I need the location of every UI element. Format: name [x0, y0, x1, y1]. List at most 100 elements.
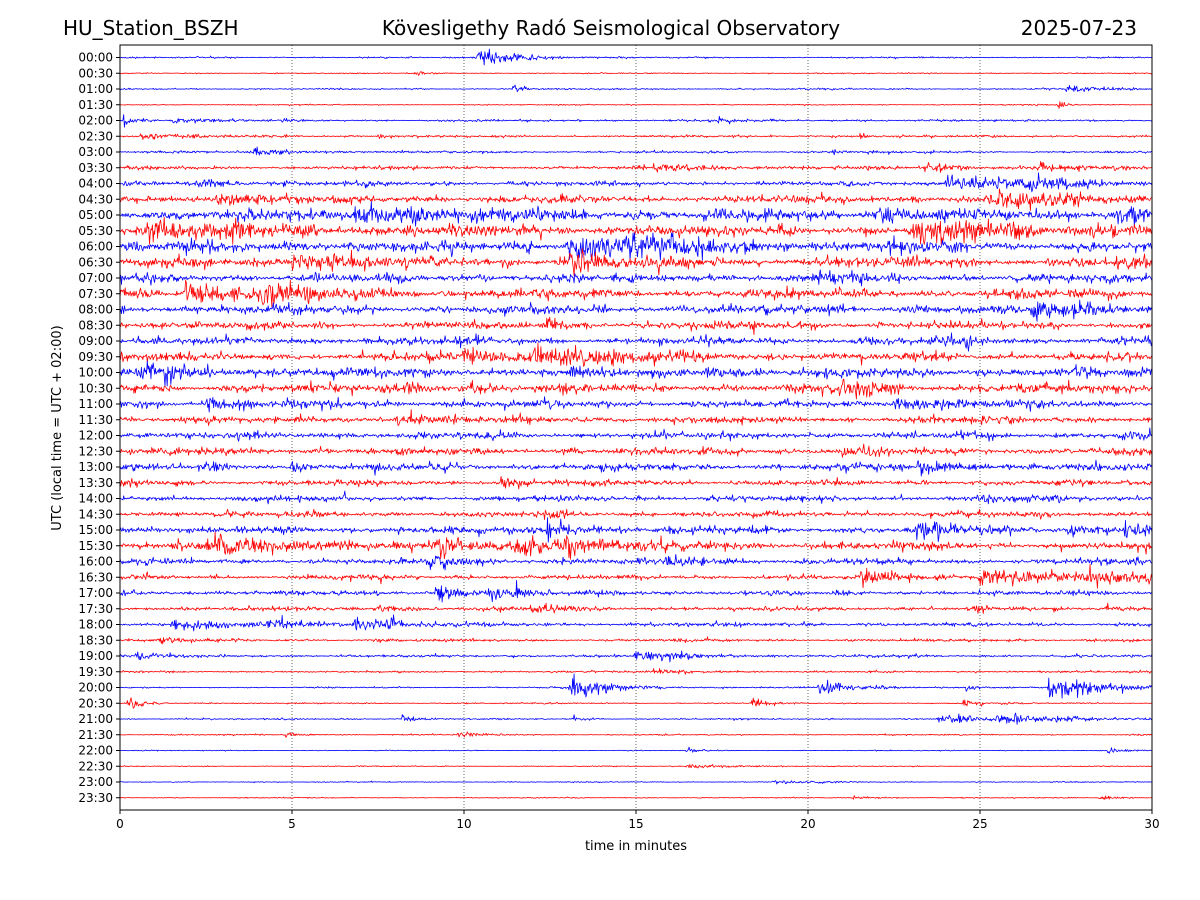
trace-1200 — [119, 427, 1153, 442]
trace-1930 — [119, 668, 1153, 675]
trace-1700 — [119, 580, 1153, 603]
y-tick-label: 11:00 — [78, 397, 113, 411]
y-tick-label: 07:00 — [78, 271, 113, 285]
trace-2230 — [119, 764, 1153, 769]
y-tick-label: 23:00 — [78, 775, 113, 789]
y-tick-label: 00:30 — [78, 66, 113, 80]
trace-group — [119, 48, 1153, 800]
trace-2130 — [119, 731, 1153, 738]
trace-1500 — [119, 517, 1153, 543]
y-tick-label: 04:30 — [78, 192, 113, 206]
y-tick-label: 12:30 — [78, 444, 113, 458]
trace-2000 — [119, 673, 1153, 699]
y-tick-label: 15:30 — [78, 539, 113, 553]
y-tick-label: 20:30 — [78, 696, 113, 710]
trace-2100 — [119, 712, 1153, 725]
x-tick-label: 10 — [456, 817, 471, 831]
y-tick-label: 10:30 — [78, 381, 113, 395]
trace-2200 — [119, 746, 1153, 754]
trace-0030 — [119, 71, 1153, 76]
y-tick-label: 07:30 — [78, 287, 113, 301]
x-tick-label: 20 — [800, 817, 815, 831]
trace-1530 — [119, 531, 1153, 560]
y-tick-label: 12:00 — [78, 429, 113, 443]
trace-1100 — [119, 396, 1153, 413]
y-tick-label: 05:30 — [78, 224, 113, 238]
trace-0800 — [119, 299, 1153, 322]
y-tick-label: 09:30 — [78, 350, 113, 364]
y-tick-label: 13:00 — [78, 460, 113, 474]
y-tick-label: 01:00 — [78, 82, 113, 96]
y-tick-label: 16:00 — [78, 555, 113, 569]
x-tick-label: 25 — [972, 817, 987, 831]
y-axis-label: UTC (local time = UTC + 02:00) — [50, 325, 65, 530]
y-tick-label: 14:30 — [78, 507, 113, 521]
trace-0230 — [119, 132, 1153, 140]
x-tick-label: 15 — [628, 817, 643, 831]
trace-1330 — [119, 476, 1153, 490]
y-tick-label: 19:30 — [78, 665, 113, 679]
y-tick-label: 15:00 — [78, 523, 113, 537]
y-tick-label: 22:30 — [78, 759, 113, 773]
chart-title: Kövesligethy Radó Seismological Observat… — [382, 16, 840, 40]
trace-1830 — [119, 636, 1153, 645]
y-tick-label: 11:30 — [78, 413, 113, 427]
trace-0200 — [119, 114, 1153, 128]
x-axis-label: time in minutes — [585, 839, 687, 854]
trace-0700 — [119, 269, 1153, 287]
trace-0330 — [119, 161, 1153, 173]
x-axis: 0 5 10 15 20 25 30 — [116, 810, 1160, 831]
y-tick-label: 01:30 — [78, 98, 113, 112]
y-tick-label: 02:00 — [78, 114, 113, 128]
y-tick-label: 17:30 — [78, 602, 113, 616]
y-tick-label: 14:00 — [78, 492, 113, 506]
trace-0630 — [119, 248, 1153, 277]
trace-0830 — [119, 316, 1153, 336]
trace-1400 — [119, 490, 1153, 505]
trace-0900 — [119, 332, 1153, 352]
trace-0730 — [119, 279, 1153, 307]
y-tick-label: 22:00 — [78, 744, 113, 758]
y-tick-label: 20:00 — [78, 681, 113, 695]
y-tick-label: 18:30 — [78, 633, 113, 647]
trace-0930 — [119, 342, 1153, 367]
trace-1600 — [119, 554, 1153, 571]
trace-1430 — [119, 508, 1153, 521]
trace-0100 — [119, 84, 1153, 93]
trace-2300 — [119, 780, 1153, 785]
trace-2030 — [119, 697, 1153, 709]
trace-1230 — [119, 443, 1153, 458]
trace-0530 — [119, 216, 1153, 245]
y-tick-label: 16:30 — [78, 570, 113, 584]
x-tick-label: 30 — [1144, 817, 1159, 831]
trace-0400 — [119, 172, 1153, 193]
y-tick-label: 03:00 — [78, 145, 113, 159]
y-tick-label: 06:30 — [78, 255, 113, 269]
trace-1300 — [119, 459, 1153, 477]
y-tick-label: 18:00 — [78, 618, 113, 632]
trace-0300 — [119, 146, 1153, 156]
y-tick-label: 23:30 — [78, 791, 113, 805]
x-tick-label: 0 — [116, 817, 124, 831]
trace-0430 — [119, 188, 1153, 212]
trace-1030 — [119, 378, 1153, 400]
trace-1800 — [119, 614, 1153, 632]
y-tick-label: 02:30 — [78, 129, 113, 143]
trace-1130 — [119, 409, 1153, 426]
trace-1900 — [119, 650, 1153, 663]
y-tick-label: 09:00 — [78, 334, 113, 348]
y-tick-label: 19:00 — [78, 649, 113, 663]
trace-1730 — [119, 602, 1153, 614]
y-tick-label: 17:00 — [78, 586, 113, 600]
trace-1000 — [119, 360, 1153, 387]
trace-1630 — [119, 563, 1153, 589]
y-tick-label: 06:00 — [78, 240, 113, 254]
y-tick-label: 21:30 — [78, 728, 113, 742]
y-tick-label: 05:00 — [78, 208, 113, 222]
y-tick-label: 03:30 — [78, 161, 113, 175]
y-tick-label: 10:00 — [78, 366, 113, 380]
y-tick-label: 13:30 — [78, 476, 113, 490]
date-label: 2025-07-23 — [1021, 16, 1137, 40]
plot-area — [120, 45, 1152, 810]
